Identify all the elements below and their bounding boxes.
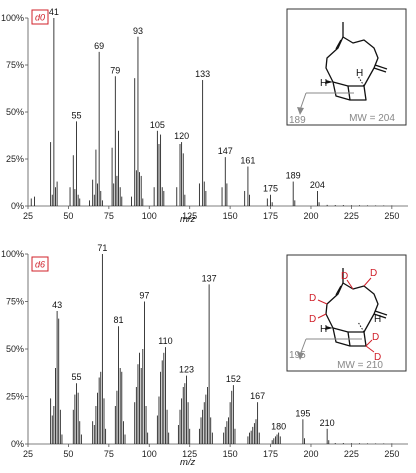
x-tick-label: 125 (182, 449, 197, 459)
panel-tag: d6 (31, 256, 49, 272)
x-tick-label: 50 (63, 211, 73, 221)
x-tick-label: 200 (303, 211, 318, 221)
hydrogen-atom-label: H (320, 78, 327, 89)
peak-label: 43 (52, 300, 62, 310)
x-axis-label: m/z (180, 457, 196, 468)
x-axis-label: m/z (180, 214, 196, 225)
spectrum-panel-d0: 41 55 69 79 93 105 120 133 147 161 175 189 204 25 50 7… (1, 7, 408, 225)
peak-label: 71 (97, 243, 107, 253)
hydrogen-atom-label: H (356, 68, 363, 79)
x-tick-label: 75 (104, 449, 114, 459)
x-tick-label: 225 (344, 449, 359, 459)
deuterium-atom-label: D (341, 271, 348, 282)
peak-label: 195 (295, 408, 310, 418)
peak-label: 204 (310, 180, 325, 190)
x-tick-label: 175 (263, 449, 278, 459)
structure-inset-d0: H H 189 MW = 204 (286, 8, 407, 126)
spectrum-axes (25, 17, 408, 209)
peak-label: 120 (174, 131, 189, 141)
peak-label: 93 (133, 26, 143, 36)
peak-label: 189 (286, 171, 301, 181)
peak-label: 79 (110, 65, 120, 75)
spectrum-axes (25, 253, 408, 447)
deuterium-atom-label: D (309, 314, 316, 325)
y-tick-label: 100% (1, 249, 24, 259)
tick-labels: 25 50 75 100 125 150 175 200 225 250 0% 25% 50% 75% 10… (1, 249, 399, 459)
peak-label: 175 (263, 184, 278, 194)
hydrogen-atom-label: H (374, 314, 381, 325)
peak-label: 69 (94, 41, 104, 51)
peak-label: 55 (72, 110, 82, 120)
peak-label: 147 (218, 146, 233, 156)
x-tick-label: 175 (263, 211, 278, 221)
deuterium-atom-labels: D D D D D D (309, 268, 381, 363)
fragment-mass-label: 195 (289, 350, 306, 361)
peak-labels: 41 55 69 79 93 105 120 133 147 161 175 189 204 (49, 7, 325, 194)
fragment-arrow (297, 92, 354, 115)
peak-label: 110 (158, 336, 172, 346)
peak-label: 97 (139, 291, 149, 301)
peak-label: 81 (114, 315, 124, 325)
y-tick-label: 25% (6, 392, 24, 402)
y-tick-label: 75% (6, 60, 24, 70)
molecule-skeleton (325, 268, 388, 347)
x-tick-label: 125 (182, 211, 197, 221)
x-tick-label: 250 (384, 211, 399, 221)
deuterium-bonds (317, 277, 375, 353)
x-tick-label: 25 (23, 211, 33, 221)
y-tick-label: 100% (1, 13, 24, 23)
x-tick-label: 100 (142, 211, 157, 221)
x-tick-label: 200 (303, 449, 318, 459)
molecular-weight-label: MW = 210 (337, 360, 383, 371)
fragment-arrow (297, 338, 362, 360)
deuterium-atom-label: D (372, 332, 379, 343)
peak-label: 133 (195, 69, 210, 79)
y-tick-label: 25% (6, 154, 24, 164)
panel-tag: d0 (31, 9, 49, 25)
molecular-weight-label: MW = 204 (349, 113, 395, 124)
y-tick-label: 75% (6, 297, 24, 307)
x-tick-label: 75 (104, 211, 114, 221)
y-tick-label: 50% (6, 107, 24, 117)
peak-label: 161 (240, 156, 255, 166)
x-tick-label: 150 (223, 211, 238, 221)
y-tick-label: 0% (11, 439, 24, 449)
panel-tag-text: d6 (35, 260, 45, 270)
peak-label: 180 (271, 422, 286, 432)
y-tick-label: 50% (6, 344, 24, 354)
hydrogen-atom-label: H (320, 324, 327, 335)
peak-label: 55 (72, 372, 82, 382)
x-tick-label: 225 (344, 211, 359, 221)
peak-label: 167 (250, 391, 265, 401)
deuterium-atom-label: D (309, 293, 316, 304)
deuterium-atom-label: D (370, 268, 377, 279)
spectrum-panel-d6: 43 55 71 81 97 110 123 137 152 167 180 195 210 25 50 7… (1, 243, 408, 468)
peak-label: 105 (150, 120, 165, 130)
peak-label: 137 (202, 273, 217, 283)
x-tick-label: 250 (384, 449, 399, 459)
peak-label: 41 (49, 7, 59, 17)
x-tick-label: 100 (142, 449, 157, 459)
y-tick-label: 0% (11, 201, 24, 211)
spectrum-peaks (30, 18, 393, 206)
peak-label: 152 (226, 374, 241, 384)
fragment-mass-label: 189 (289, 115, 306, 126)
peak-labels: 43 55 71 81 97 110 123 137 152 167 180 195 210 (52, 243, 335, 432)
structure-inset-d6: D D D D D D H H 195 MW = 210 (286, 254, 407, 372)
panel-tag-text: d0 (35, 13, 45, 23)
x-tick-label: 25 (23, 449, 33, 459)
x-tick-label: 150 (223, 449, 238, 459)
spectrum-peaks (50, 254, 393, 444)
tick-labels: 25 50 75 100 125 150 175 200 225 250 0% 25% 50% 75% 10… (1, 13, 399, 221)
x-tick-label: 50 (63, 449, 73, 459)
peak-label: 123 (179, 365, 194, 375)
peak-label: 210 (320, 418, 335, 428)
deuterium-atom-label: D (374, 352, 381, 363)
